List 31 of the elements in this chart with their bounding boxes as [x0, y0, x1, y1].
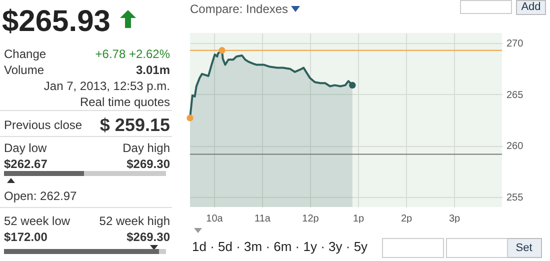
y-tick-label: 270 — [506, 38, 524, 50]
text: $265.93 — [2, 5, 110, 38]
text: Day high — [122, 141, 170, 155]
point — [186, 114, 194, 122]
text: $172.00 — [4, 230, 48, 244]
x-tick-label: 11a — [254, 214, 271, 224]
text: Open: 262.97 — [4, 189, 77, 203]
text: Previous close — [4, 118, 82, 132]
text: $269.30 — [126, 157, 170, 171]
point — [218, 47, 226, 54]
text: $262.67 — [4, 157, 48, 171]
text: Compare: Indexes — [190, 2, 288, 16]
text: 52 week high — [99, 214, 170, 228]
text: 1d · 5d · 3m · 6m · 1y · 3y · 5y — [192, 239, 368, 254]
text: Jan 7, 2013, 12:53 p.m. — [44, 79, 170, 93]
text: $269.30 — [126, 230, 170, 244]
text: Set — [506, 238, 542, 258]
text: +6.78 +2.62% — [95, 47, 170, 61]
y-tick-label: 265 — [506, 90, 524, 101]
y-tick-label: 260 — [506, 141, 524, 152]
text: $ 259.15 — [100, 115, 170, 135]
x-tick-label: 10a — [206, 214, 224, 224]
text: Volume — [4, 63, 44, 77]
text: 3.01m — [136, 63, 170, 77]
text: Day low — [4, 141, 47, 155]
text: Real time quotes — [80, 95, 170, 109]
text: 52 week low — [4, 214, 70, 228]
text: Change — [4, 47, 46, 61]
y-tick-label: 255 — [506, 192, 524, 204]
text: Add — [516, 0, 546, 15]
point — [349, 82, 356, 89]
